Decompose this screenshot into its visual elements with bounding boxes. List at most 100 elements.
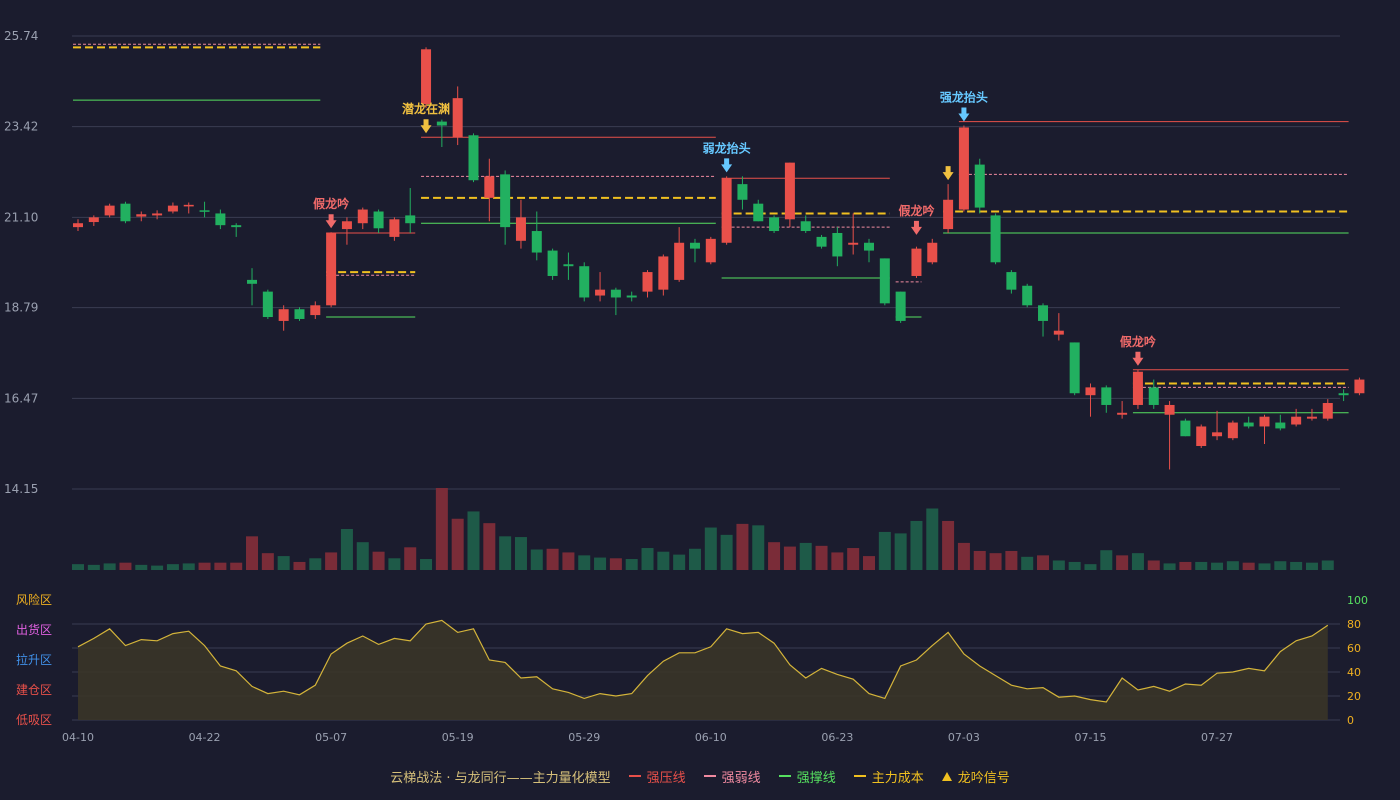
legend-label-signal: 龙吟信号 [957,770,1010,786]
support-line-swatch [778,775,791,777]
signal-arrow-icon [942,166,954,181]
signal-label: 假龙吟 [313,196,349,211]
oscillator-tick-label: 60 [1347,642,1361,655]
volume-bar [1005,550,1018,570]
candle-body [73,223,83,228]
volume-bar [957,542,970,570]
candle-body [1132,371,1143,405]
candle-body [199,210,210,212]
volume-bar [815,545,828,570]
candle-body [421,49,432,105]
candle-body [468,135,479,181]
volume-bar [340,529,353,570]
candle-body [1243,422,1254,427]
candle-body [689,242,700,249]
volume-bar [1226,561,1239,570]
signal-label: 弱龙抬头 [703,140,751,155]
legend-label-weak: 强弱线 [721,770,761,786]
candle-body [515,217,526,241]
legend-label-support: 强撑线 [796,770,836,786]
date-tick-label: 07-27 [1201,731,1233,744]
candle-body [120,203,131,222]
candle-body [658,256,669,290]
legend-item-weak: 强弱线 [703,767,761,786]
candle-body [1227,422,1238,439]
date-tick-label: 05-07 [315,731,347,744]
candle-body [927,242,938,263]
legend-item-signal: 龙吟信号 [941,767,1010,786]
volume-bar [293,561,306,570]
volume-bar [1242,562,1255,570]
volume-bar [119,562,132,570]
signal-label: 假龙吟 [898,203,934,218]
volume-bar [1021,556,1034,570]
candle-body [1180,420,1191,437]
candle-body [769,217,780,232]
volume-bar [182,563,195,570]
volume-bar [530,549,543,570]
volume-bar [688,548,701,570]
volume-bar [388,558,401,570]
legend-item-pressure: 强压线 [628,767,686,786]
volume-bar [799,542,812,570]
legend-item-cost: 主力成本 [853,767,924,786]
candle-body [642,272,653,292]
volume-bar [135,564,148,570]
candle-body [563,264,574,267]
oscillator-tick-label: 0 [1347,714,1354,727]
candle-body [389,219,400,237]
volume-bar [166,564,179,570]
candle-body [626,295,637,298]
candle-body [1291,416,1302,425]
volume-bar [625,559,638,570]
volume-bar [704,527,717,570]
candle-body [674,242,685,280]
candle-body [278,309,289,321]
candle-body [1196,426,1207,447]
candle-body [136,214,147,217]
weak-line-swatch [703,775,716,777]
volume-bar [578,555,591,570]
candle-body [895,291,906,321]
candle-body [547,250,558,276]
oscillator-tick-label: 20 [1347,690,1361,703]
candle-body [484,176,495,198]
candle-body [1069,342,1080,394]
candle-body [531,231,542,253]
volume-bar [562,552,575,570]
legend-item-support: 强撑线 [778,767,836,786]
volume-bar [1068,561,1081,570]
candle-body [816,236,827,247]
candle-body [1101,387,1112,405]
volume-bar [657,551,670,570]
volume-bar [768,542,781,570]
volume-bar [1037,555,1050,570]
volume-bar [151,565,164,570]
volume-bar [1147,560,1160,570]
candle-body [974,164,985,208]
candle-body [784,162,795,220]
volume-bar [1179,561,1192,570]
volume-bar [989,553,1002,570]
volume-bar [87,564,100,570]
candle-body [167,205,178,212]
candle-body [405,215,416,224]
volume-bar [609,558,622,570]
volume-bar [1163,563,1176,570]
volume-bar [894,533,907,570]
volume-bar [514,537,527,570]
volume-bar [309,558,322,570]
candle-body [247,279,258,284]
volume-bar [246,536,259,570]
candle-body [341,221,352,230]
oscillator-zone-label: 建仓区 [16,683,52,697]
candle-body [864,242,874,251]
volume-bar [372,551,385,570]
candle-body [1053,330,1064,335]
pressure-line-swatch [628,775,641,777]
volume-bar [926,508,939,570]
volume-bar [878,531,891,570]
signal-triangle-icon [941,771,952,781]
volume-bar [641,548,654,570]
volume-bar [420,559,433,570]
